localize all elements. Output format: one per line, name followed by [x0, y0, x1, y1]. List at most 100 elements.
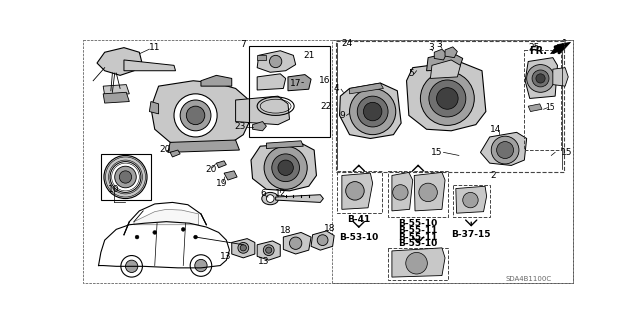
Circle shape [240, 245, 246, 251]
Polygon shape [124, 60, 175, 71]
Polygon shape [550, 42, 570, 54]
Text: 2: 2 [491, 171, 497, 180]
Polygon shape [288, 75, 311, 91]
Text: B-37-15: B-37-15 [451, 230, 491, 239]
Polygon shape [149, 101, 159, 114]
Circle shape [393, 185, 408, 200]
Bar [524, 50, 561, 150]
Polygon shape [151, 81, 250, 146]
Polygon shape [257, 51, 296, 72]
Polygon shape [232, 239, 255, 258]
Circle shape [135, 235, 139, 239]
Circle shape [186, 106, 205, 124]
Polygon shape [414, 172, 445, 211]
Text: 4: 4 [334, 84, 340, 93]
Polygon shape [253, 122, 266, 131]
Polygon shape [525, 58, 557, 99]
Polygon shape [170, 150, 180, 157]
Polygon shape [134, 209, 198, 225]
Circle shape [357, 96, 388, 127]
Text: 3: 3 [428, 43, 434, 52]
Circle shape [527, 65, 554, 92]
Circle shape [266, 195, 274, 203]
Text: FR.: FR. [529, 46, 547, 56]
Polygon shape [406, 61, 486, 131]
Circle shape [346, 182, 364, 200]
Circle shape [406, 252, 428, 274]
Circle shape [278, 160, 293, 175]
Polygon shape [101, 154, 151, 200]
Circle shape [180, 100, 211, 131]
Text: B-55-10: B-55-10 [399, 239, 438, 249]
Circle shape [174, 94, 217, 137]
Text: 20: 20 [205, 165, 217, 174]
Polygon shape [528, 104, 542, 112]
Text: 20: 20 [159, 145, 170, 154]
Circle shape [190, 255, 212, 276]
Circle shape [264, 146, 307, 189]
Circle shape [289, 237, 302, 249]
Polygon shape [427, 52, 463, 71]
Polygon shape [553, 68, 568, 86]
Bar [336, 42, 564, 172]
Circle shape [463, 192, 478, 208]
Text: 1: 1 [563, 38, 568, 47]
Polygon shape [349, 83, 383, 94]
Circle shape [195, 260, 207, 272]
Circle shape [429, 80, 466, 117]
Text: -: - [300, 78, 303, 88]
Circle shape [153, 230, 157, 234]
Circle shape [497, 141, 513, 158]
Circle shape [194, 235, 198, 239]
Bar [332, 40, 573, 283]
Bar [388, 171, 448, 217]
Text: B-53-10: B-53-10 [339, 233, 378, 242]
Polygon shape [435, 49, 447, 60]
Polygon shape [392, 172, 413, 211]
Circle shape [272, 154, 300, 182]
Circle shape [269, 55, 282, 68]
Circle shape [420, 71, 474, 125]
Text: B-55-10: B-55-10 [399, 219, 438, 228]
Text: 19: 19 [216, 179, 227, 188]
Polygon shape [103, 84, 129, 95]
Text: 12: 12 [275, 189, 286, 198]
Polygon shape [342, 173, 372, 209]
Text: B-55-11: B-55-11 [399, 233, 438, 242]
Polygon shape [340, 83, 401, 139]
Text: 23: 23 [234, 123, 246, 132]
Circle shape [266, 247, 272, 253]
Polygon shape [257, 241, 280, 260]
Polygon shape [431, 60, 460, 78]
Text: B-41: B-41 [347, 215, 371, 224]
Circle shape [263, 245, 274, 256]
Text: 18: 18 [280, 227, 291, 236]
Circle shape [238, 243, 249, 253]
Text: 24: 24 [341, 38, 353, 47]
Polygon shape [481, 132, 527, 165]
Circle shape [536, 74, 545, 83]
Polygon shape [103, 92, 129, 103]
Text: 16: 16 [319, 76, 330, 85]
Circle shape [364, 102, 382, 121]
Text: 15: 15 [431, 148, 442, 157]
Bar [452, 185, 490, 217]
Text: 3: 3 [436, 40, 442, 49]
Text: 10: 10 [108, 185, 120, 194]
Polygon shape [97, 48, 141, 75]
Text: SDA4B1100C: SDA4B1100C [505, 276, 551, 282]
Circle shape [317, 235, 328, 245]
Polygon shape [216, 161, 227, 168]
Circle shape [125, 260, 138, 273]
Circle shape [104, 156, 147, 198]
Circle shape [110, 162, 141, 192]
Bar [250, 46, 330, 137]
Circle shape [115, 166, 136, 188]
Text: 25: 25 [528, 43, 540, 52]
Circle shape [492, 136, 519, 164]
Polygon shape [224, 171, 237, 180]
Bar [337, 171, 382, 213]
Text: B-55-11: B-55-11 [399, 227, 438, 236]
Polygon shape [251, 143, 316, 191]
Text: 5: 5 [408, 68, 414, 77]
